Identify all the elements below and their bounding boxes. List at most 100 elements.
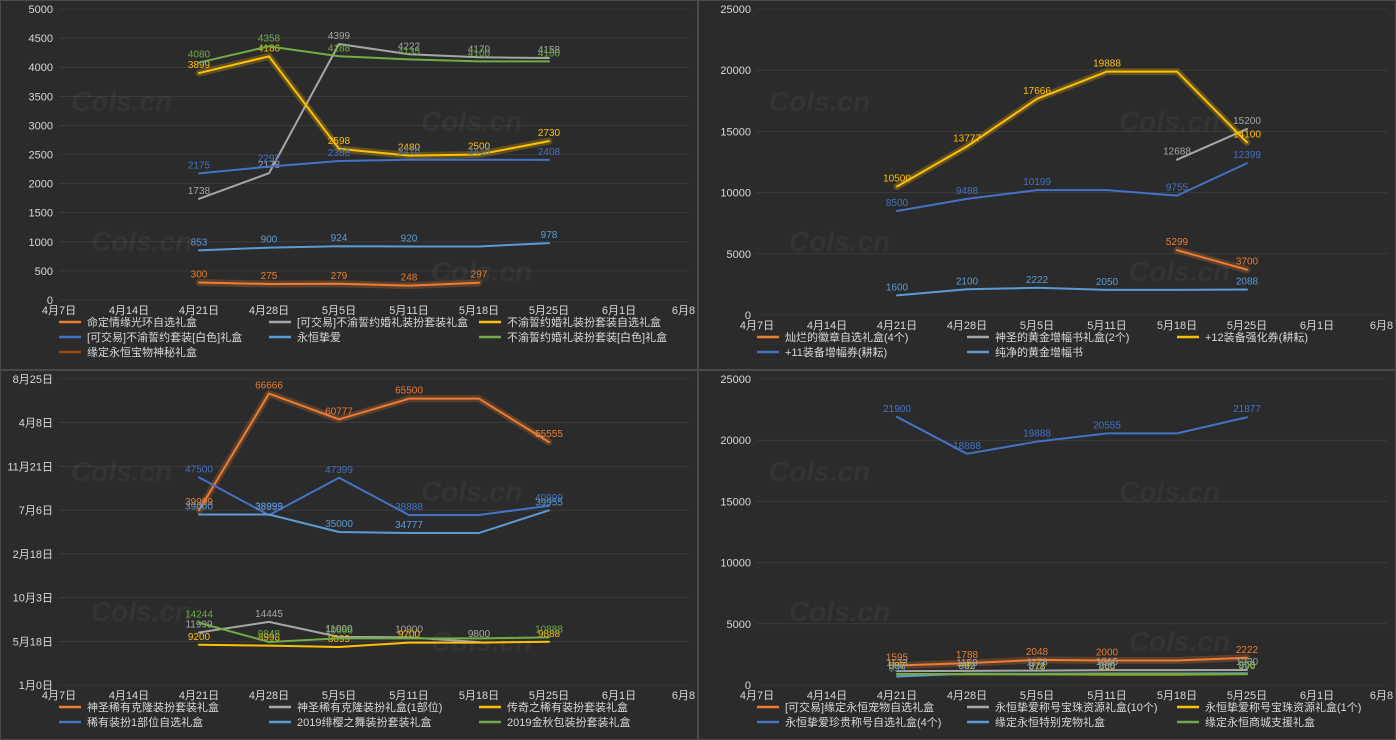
svg-text:47500: 47500 [185,464,213,475]
svg-text:911: 911 [1029,661,1045,672]
svg-text:38999: 38999 [255,502,283,513]
svg-text:279: 279 [331,271,348,282]
svg-text:5月25日: 5月25日 [529,305,569,317]
svg-text:5000: 5000 [29,4,53,16]
svg-text:20000: 20000 [720,435,751,447]
svg-text:5月18日: 5月18日 [1157,320,1197,332]
svg-text:4月8日: 4月8日 [19,418,53,430]
svg-text:5月11日: 5月11日 [1087,690,1127,702]
svg-text:35000: 35000 [325,519,353,530]
svg-text:4月21日: 4月21日 [877,320,917,332]
svg-text:2175: 2175 [188,160,211,171]
svg-text:10888: 10888 [535,624,563,635]
svg-text:300: 300 [191,270,208,281]
svg-text:Cols.cn: Cols.cn [71,86,172,117]
svg-text:5月11日: 5月11日 [1087,320,1127,332]
svg-text:853: 853 [191,237,208,248]
svg-text:4月14日: 4月14日 [807,320,847,332]
svg-text:9488: 9488 [956,186,979,197]
svg-text:10500: 10500 [883,173,911,184]
svg-text:4月28日: 4月28日 [249,690,289,702]
svg-text:21900: 21900 [883,404,911,415]
svg-text:66666: 66666 [255,381,283,392]
svg-text:4100: 4100 [538,48,561,59]
svg-text:500: 500 [35,266,53,278]
svg-text:2222: 2222 [1236,645,1259,656]
svg-text:5月18日: 5月18日 [13,636,53,648]
svg-text:14100: 14100 [1233,129,1261,140]
panel-tl: 0500100015002000250030003500400045005000… [0,0,698,370]
svg-text:699: 699 [889,663,906,674]
svg-text:297: 297 [471,270,488,281]
svg-text:6月8日: 6月8日 [672,690,698,702]
svg-text:5月5日: 5月5日 [322,690,356,702]
svg-text:2019金秋包装扮套装礼盒: 2019金秋包装扮套装礼盒 [507,715,630,729]
svg-text:5000: 5000 [727,249,751,261]
svg-text:10000: 10000 [720,558,751,570]
svg-text:4月7日: 4月7日 [740,320,774,332]
svg-text:传奇之稀有装扮套装礼盒: 传奇之稀有装扮套装礼盒 [507,700,628,714]
svg-text:4500: 4500 [29,33,53,45]
svg-text:248: 248 [401,273,418,284]
svg-text:4399: 4399 [328,31,351,42]
svg-text:924: 924 [331,233,348,244]
svg-text:4135: 4135 [398,46,421,57]
svg-text:2100: 2100 [956,276,979,287]
svg-text:5月18日: 5月18日 [1157,690,1197,702]
svg-text:2730: 2730 [538,128,561,139]
svg-text:永恒挚爱: 永恒挚爱 [297,330,341,344]
svg-text:12399: 12399 [1233,150,1261,161]
svg-text:2019绯樱之舞装扮套装礼盒: 2019绯樱之舞装扮套装礼盒 [297,715,431,729]
svg-text:19888: 19888 [1023,429,1051,440]
svg-text:6月1日: 6月1日 [1300,320,1334,332]
svg-text:4月21日: 4月21日 [179,305,219,317]
svg-text:6月8日: 6月8日 [1370,320,1396,332]
svg-text:14244: 14244 [185,610,213,621]
svg-text:10000: 10000 [720,188,751,200]
svg-text:2月18日: 2月18日 [13,549,53,561]
svg-text:2292: 2292 [258,154,281,165]
svg-text:1738: 1738 [188,186,211,197]
svg-text:6月1日: 6月1日 [1300,690,1334,702]
svg-text:2088: 2088 [1236,276,1259,287]
svg-text:2410: 2410 [468,147,491,158]
svg-text:1600: 1600 [886,282,909,293]
svg-text:920: 920 [401,233,418,244]
svg-text:1500: 1500 [29,208,53,220]
svg-text:939: 939 [1099,661,1116,672]
svg-text:[可交易]不渝誓约婚礼装扮套装礼盒: [可交易]不渝誓约婚礼装扮套装礼盒 [297,315,468,329]
svg-text:9755: 9755 [1166,183,1189,194]
svg-text:4月7日: 4月7日 [42,305,76,317]
svg-text:14445: 14445 [255,609,283,620]
svg-text:Cols.cn: Cols.cn [789,226,890,257]
svg-text:5月5日: 5月5日 [1020,690,1054,702]
svg-text:稀有装扮1部位自选礼盒: 稀有装扮1部位自选礼盒 [87,715,203,729]
svg-text:6月8日: 6月8日 [672,305,698,317]
svg-text:18888: 18888 [953,441,981,452]
svg-text:Cols.cn: Cols.cn [91,226,192,257]
svg-text:6月1日: 6月1日 [602,690,636,702]
svg-text:神圣稀有克隆装扮套装礼盒: 神圣稀有克隆装扮套装礼盒 [87,700,219,714]
svg-text:21877: 21877 [1233,404,1261,415]
svg-text:灿烂的徽章自选礼盒(4个): 灿烂的徽章自选礼盒(4个) [785,330,908,344]
svg-text:5月18日: 5月18日 [459,690,499,702]
svg-text:5月11日: 5月11日 [389,305,429,317]
svg-text:4080: 4080 [188,50,211,61]
svg-text:65500: 65500 [395,386,423,397]
svg-text:5月25日: 5月25日 [1227,690,1267,702]
svg-text:9200: 9200 [188,632,211,643]
svg-text:275: 275 [261,271,278,282]
svg-text:11月21日: 11月21日 [7,461,53,473]
svg-text:永恒挚爱称号宝珠资源礼盒(1个): 永恒挚爱称号宝珠资源礼盒(1个) [1205,700,1361,714]
svg-text:15200: 15200 [1233,116,1261,127]
svg-text:5月5日: 5月5日 [322,305,356,317]
svg-text:4月21日: 4月21日 [179,690,219,702]
svg-text:纯净的黄金增幅书: 纯净的黄金增幅书 [995,345,1083,359]
svg-text:55555: 55555 [535,429,563,440]
svg-text:[可交易]不渝誓约套装[白色]礼盒: [可交易]不渝誓约套装[白色]礼盒 [87,330,242,344]
svg-text:命定情缘光环自选礼盒: 命定情缘光环自选礼盒 [87,315,197,329]
chart-bl-svg: 1月0日5月18日10月3日2月18日7月6日11月21日4月8日8月25日4月… [1,371,698,740]
svg-text:3000: 3000 [29,120,53,132]
svg-text:2410: 2410 [398,147,421,158]
svg-text:4358: 4358 [258,33,281,44]
